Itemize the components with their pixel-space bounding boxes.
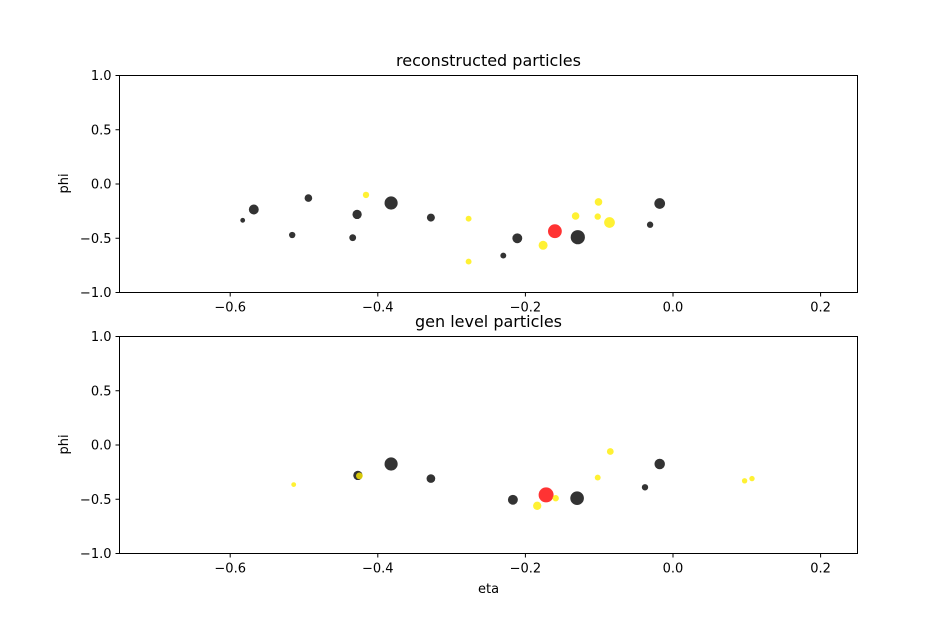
scatter-point-photon bbox=[594, 474, 601, 481]
scatter-point-photon bbox=[291, 482, 297, 487]
plot-frame bbox=[119, 75, 858, 293]
scatter-points bbox=[291, 448, 755, 510]
y-tick-label: −0.5 bbox=[80, 493, 112, 508]
scatter-point-charged bbox=[507, 494, 518, 505]
x-tick-label: −0.4 bbox=[362, 562, 394, 577]
x-tick-label: −0.2 bbox=[510, 562, 542, 577]
plot-frame bbox=[119, 336, 858, 554]
scatter-point-charged bbox=[654, 198, 666, 209]
y-tick-label: −0.5 bbox=[80, 232, 112, 247]
scatter-point-photon bbox=[465, 215, 472, 222]
scatter-point-charged bbox=[248, 204, 259, 215]
x-axis-ticks: −0.6 −0.4 −0.2 0.0 0.2 bbox=[214, 292, 831, 316]
scatter-point-photon bbox=[571, 212, 580, 220]
scatter-points bbox=[240, 191, 666, 265]
y-tick-label: 0.5 bbox=[91, 384, 112, 399]
scatter-point-charged bbox=[289, 231, 296, 239]
scatter-point-photon bbox=[749, 475, 755, 482]
scatter-point-charged bbox=[641, 484, 649, 491]
scatter-point-charged bbox=[512, 233, 523, 244]
scatter-point-charged bbox=[500, 252, 507, 259]
scatter-point-photon bbox=[741, 478, 748, 484]
scatter-point-charged bbox=[426, 474, 436, 483]
scatter-point-photon bbox=[552, 495, 559, 502]
scatter-point-charged bbox=[654, 458, 665, 470]
y-tick-label: −1.0 bbox=[80, 547, 112, 562]
scatter-point-charged bbox=[352, 209, 362, 220]
x-tick-label: 0.0 bbox=[663, 562, 684, 577]
x-tick-label: 0.2 bbox=[810, 301, 831, 316]
scatter-point-charged bbox=[304, 194, 313, 202]
scatter-point-photon bbox=[356, 472, 363, 480]
scatter-point-charged bbox=[570, 491, 584, 506]
x-tick-label: 0.0 bbox=[663, 301, 684, 316]
scatter-point-leading bbox=[538, 487, 554, 503]
scatter-point-photon bbox=[362, 191, 370, 199]
scatter-point-charged bbox=[646, 221, 654, 228]
x-tick-label: −0.2 bbox=[510, 301, 542, 316]
scatter-point-charged bbox=[426, 213, 435, 222]
scatter-point-photon bbox=[533, 501, 542, 510]
scatter-point-charged bbox=[240, 217, 246, 223]
y-tick-label: 1.0 bbox=[91, 69, 112, 84]
scatter-point-photon bbox=[465, 258, 472, 265]
plot-title: gen level particles bbox=[415, 312, 562, 331]
scatter-point-photon bbox=[604, 217, 615, 228]
subplot-gen-level: gen level particles phi eta −0.6 −0.4 −0.2… bbox=[57, 312, 858, 597]
y-tick-label: 0.5 bbox=[91, 123, 112, 138]
scatter-point-charged bbox=[384, 457, 398, 471]
subplot-reconstructed: reconstructed particles phi −0.6 −0.4 −0.2… bbox=[57, 51, 858, 316]
y-axis-label: phi bbox=[57, 434, 72, 454]
y-tick-label: 1.0 bbox=[91, 330, 112, 345]
scatter-point-charged bbox=[570, 230, 585, 245]
y-tick-label: −1.0 bbox=[80, 286, 112, 301]
y-axis-ticks: 1.0 0.5 0.0 −0.5 −1.0 bbox=[80, 330, 120, 562]
x-tick-label: −0.4 bbox=[362, 301, 394, 316]
y-axis-ticks: 1.0 0.5 0.0 −0.5 −1.0 bbox=[80, 69, 120, 301]
y-tick-label: 0.0 bbox=[91, 178, 112, 193]
scatter-point-photon bbox=[538, 240, 548, 250]
scatter-point-leading bbox=[548, 224, 562, 239]
x-tick-label: 0.2 bbox=[810, 562, 831, 577]
plot-title: reconstructed particles bbox=[396, 51, 581, 70]
scatter-point-photon bbox=[594, 198, 603, 206]
scatter-point-photon bbox=[606, 448, 614, 455]
y-tick-label: 0.0 bbox=[91, 439, 112, 454]
x-axis-ticks: −0.6 −0.4 −0.2 0.0 0.2 bbox=[214, 553, 831, 577]
x-tick-label: −0.6 bbox=[214, 301, 246, 316]
x-tick-label: −0.6 bbox=[214, 562, 246, 577]
scatter-point-charged bbox=[349, 234, 357, 242]
x-axis-label: eta bbox=[478, 582, 499, 597]
y-axis-label: phi bbox=[57, 173, 72, 193]
scatter-point-charged bbox=[384, 196, 398, 210]
scatter-point-photon bbox=[594, 213, 601, 220]
